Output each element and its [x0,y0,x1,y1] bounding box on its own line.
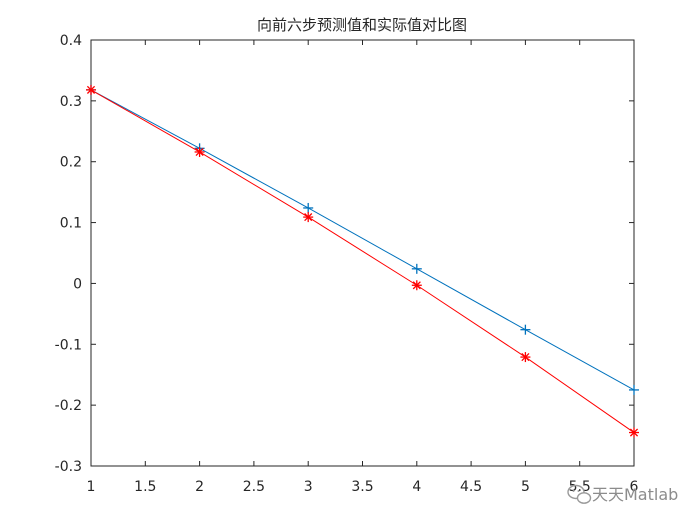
data-point [629,384,639,395]
chart-title: 向前六步预测值和实际值对比图 [257,16,467,34]
x-tick-label: 2 [195,479,204,495]
y-tick-label: -0.3 [55,459,82,475]
data-point [411,263,422,274]
tick-labels: 1 1.5 2 2.5 3 3.5 4 4.5 5 5.5 6-0.3-0.2-0.100.10.2… [55,33,639,495]
x-tick-label: 2.5 [243,479,265,495]
y-tick-label: 0.1 [60,216,82,232]
y-tick-label: -0.2 [55,398,82,414]
y-tick-label: -0.1 [55,337,82,353]
watermark: 天天Matlab [567,484,678,504]
wechat-icon [567,484,592,504]
x-tick-label: 5 [521,479,530,495]
data-point [520,352,531,363]
y-tick-label: 0 [73,276,82,292]
series-line [90,89,635,433]
x-tick-label: 4 [412,479,421,495]
axis-ticks [90,39,635,467]
y-tick-label: 0.3 [60,94,82,110]
x-tick-label: 6 [630,479,639,495]
data-point [303,202,314,213]
y-tick-label: 0.4 [60,33,82,49]
data-point [194,146,205,157]
x-tick-label: 3 [304,479,313,495]
series-line [90,89,635,391]
data-point [411,280,422,291]
series-layer [86,84,639,438]
data-point [520,324,531,335]
y-tick-label: 0.2 [60,155,82,171]
plot-area [90,39,635,467]
x-tick-label: 1.5 [134,479,156,495]
data-point [629,427,639,438]
x-tick-label: 1 [87,479,96,495]
x-tick-label: 3.5 [351,479,373,495]
x-tick-label: 4.5 [460,479,482,495]
series-2 [86,84,639,438]
axes-frame [90,39,635,467]
watermark-text: 天天Matlab [592,485,678,504]
data-point [86,84,96,95]
data-point [303,212,314,223]
